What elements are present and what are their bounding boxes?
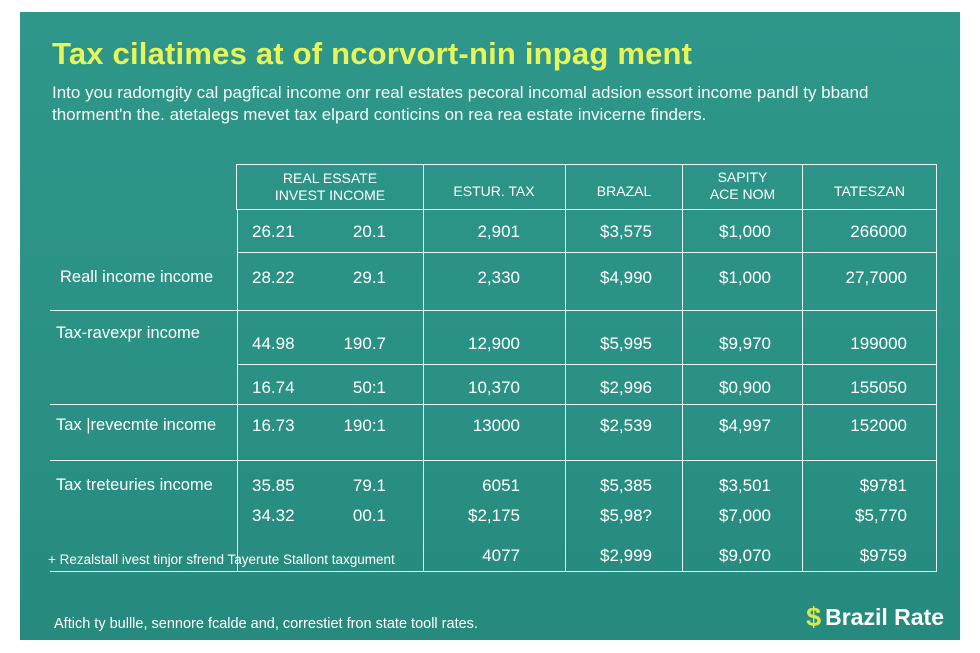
column-header: ESTUR. TAX (424, 183, 564, 200)
column-header-line: ESTUR. TAX (453, 183, 535, 199)
table-cell: $4,997 (719, 416, 771, 435)
column-header-line: TATESZAN (833, 183, 906, 199)
table-cell: 12,900 (468, 334, 520, 353)
column-header-line: SAPITY (717, 169, 768, 185)
table-cell: 2,330 (477, 268, 520, 287)
table-cell: 44.98 (252, 334, 295, 353)
table-cell: 2,901 (477, 222, 520, 241)
column-header: REAL ESSATE INVEST INCOME (238, 170, 422, 204)
column-header-line: INVEST INCOME (274, 187, 386, 203)
grid-line (236, 209, 937, 210)
subtitle-line: thorment'n the. atetalegs mevet tax elpa… (52, 105, 707, 124)
subtitle: Into you radomgity cal pagfical income o… (52, 82, 932, 126)
row-label: Reall income income (60, 268, 214, 286)
grid-line (50, 460, 937, 461)
table-cell: $7,000 (719, 506, 771, 525)
table-cell: 16.73 (252, 416, 295, 435)
table-cell: 50:1 (352, 378, 386, 397)
table-cell: 29.1 (352, 268, 386, 287)
table-cell: 155050 (850, 378, 907, 397)
column-header-line: ACE NOM (709, 186, 776, 202)
row-label: Tax-ravexpr income (56, 324, 200, 342)
table-cell: $3,575 (600, 222, 652, 241)
footnote-row-label: + Rezalstall ivest tinjor sfrend Tayerut… (48, 552, 395, 567)
column-header: SAPITY ACE NOM (683, 169, 802, 203)
table-cell: 152000 (850, 416, 907, 435)
subtitle-line: Into you radomgity cal pagfical income o… (52, 83, 869, 102)
grid-line (50, 571, 937, 572)
table-cell: $2,999 (600, 546, 652, 565)
table-cell: $5,98? (600, 506, 652, 525)
table-cell: $2,175 (468, 506, 520, 525)
column-header-line: BRAZAL (596, 183, 652, 199)
table-cell: 26.21 (252, 222, 295, 241)
table-cell: 190.7 (343, 334, 386, 353)
table-cell: 35.85 (252, 476, 295, 495)
column-header: BRAZAL (566, 183, 682, 200)
table-cell: 266000 (850, 222, 907, 241)
grid-line (936, 209, 937, 571)
table-cell: 10,370 (468, 378, 520, 397)
table-cell: 34.32 (252, 506, 295, 525)
table-cell: $2,539 (600, 416, 652, 435)
row-label: Tax treteuries income (56, 476, 213, 494)
table-cell: $0,900 (719, 378, 771, 397)
table-cell: 4077 (482, 546, 520, 565)
infographic-card: Tax cilatimes at of ncorvort-nin inpag m… (20, 12, 960, 640)
table-cell: $5,385 (600, 476, 652, 495)
table-cell: $5,770 (855, 506, 907, 525)
table-cell: $9,070 (719, 546, 771, 565)
table-cell: 28.22 (252, 268, 295, 287)
footer-note: Aftich ty bullle, sennore fcalde and, co… (54, 616, 478, 632)
table-cell: $9,970 (719, 334, 771, 353)
column-header: TATESZAN (803, 183, 936, 200)
grid-line (237, 364, 937, 365)
grid-line (50, 310, 937, 311)
row-label: Tax |revecmte income (56, 416, 217, 434)
column-header-line: REAL ESSATE (282, 170, 378, 186)
grid-line (236, 164, 237, 209)
table-cell: $9759 (859, 546, 907, 565)
brand-logo: $ Brazil Rate (806, 604, 944, 631)
dollar-icon: $ (806, 602, 822, 632)
grid-line (237, 252, 937, 253)
table-cell: 00.1 (352, 506, 386, 525)
table-cell: 190:1 (343, 416, 386, 435)
table-cell: $9781 (859, 476, 907, 495)
table-cell: $4,990 (600, 268, 652, 287)
table-cell: $1,000 (719, 222, 771, 241)
table-cell: $3,501 (719, 476, 771, 495)
grid-line (50, 404, 937, 405)
table-cell: 20.1 (352, 222, 386, 241)
table-cell: 27,7000 (845, 268, 907, 287)
table-cell: $1,000 (719, 268, 771, 287)
table-cell: $5,995 (600, 334, 652, 353)
table-cell: 79.1 (352, 476, 386, 495)
brand-name: Brazil Rate (825, 604, 944, 630)
table-cell: $2,996 (600, 378, 652, 397)
table-cell: 199000 (850, 334, 907, 353)
table-cell: 13000 (472, 416, 520, 435)
page-title: Tax cilatimes at of ncorvort-nin inpag m… (52, 36, 693, 71)
grid-line (237, 209, 238, 571)
grid-line (236, 164, 937, 165)
table-cell: 6051 (482, 476, 520, 495)
grid-line (936, 164, 937, 209)
table-cell: 16.74 (252, 378, 295, 397)
